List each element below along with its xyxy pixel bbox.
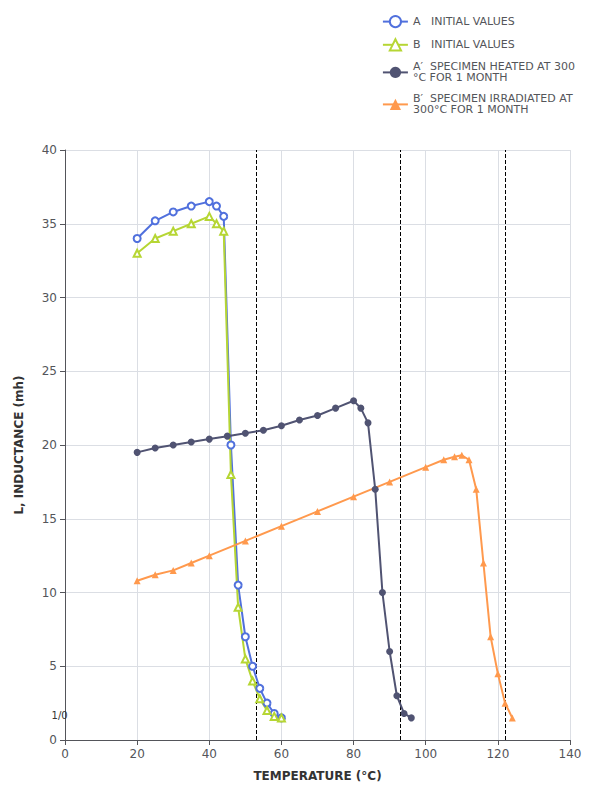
svg-text:L, INDUCTANCE (mh): L, INDUCTANCE (mh) — [12, 375, 26, 514]
svg-text:TEMPERATURE (°C): TEMPERATURE (°C) — [253, 769, 381, 783]
svg-text:80: 80 — [346, 747, 361, 761]
svg-text:1/0: 1/0 — [52, 710, 68, 721]
svg-text:10: 10 — [42, 586, 57, 600]
svg-text:20: 20 — [42, 438, 57, 452]
svg-text:300°C FOR 1 MONTH: 300°C FOR 1 MONTH — [413, 103, 529, 116]
svg-text:0: 0 — [49, 733, 57, 747]
svg-text:40: 40 — [202, 747, 217, 761]
svg-text:40: 40 — [42, 143, 57, 157]
svg-text:35: 35 — [42, 217, 57, 231]
svg-text:A INITIAL VALUES: A INITIAL VALUES — [413, 15, 515, 28]
svg-text:30: 30 — [42, 291, 57, 305]
svg-text:B′ SPECIMEN IRRADIATED AT: B′ SPECIMEN IRRADIATED AT — [412, 92, 573, 106]
svg-text:20: 20 — [130, 747, 145, 761]
svg-text:B INITIAL VALUES: B INITIAL VALUES — [413, 38, 515, 51]
svg-text:5: 5 — [49, 659, 57, 673]
svg-text:0: 0 — [61, 747, 69, 761]
svg-text:140: 140 — [559, 747, 582, 761]
svg-text:°C FOR 1 MONTH: °C FOR 1 MONTH — [413, 71, 508, 84]
svg-text:15: 15 — [42, 512, 57, 526]
svg-text:A′ SPECIMEN HEATED AT 300: A′ SPECIMEN HEATED AT 300 — [412, 60, 575, 74]
svg-text:60: 60 — [274, 747, 289, 761]
svg-text:100: 100 — [414, 747, 437, 761]
svg-text:120: 120 — [486, 747, 509, 761]
svg-text:25: 25 — [42, 364, 57, 378]
